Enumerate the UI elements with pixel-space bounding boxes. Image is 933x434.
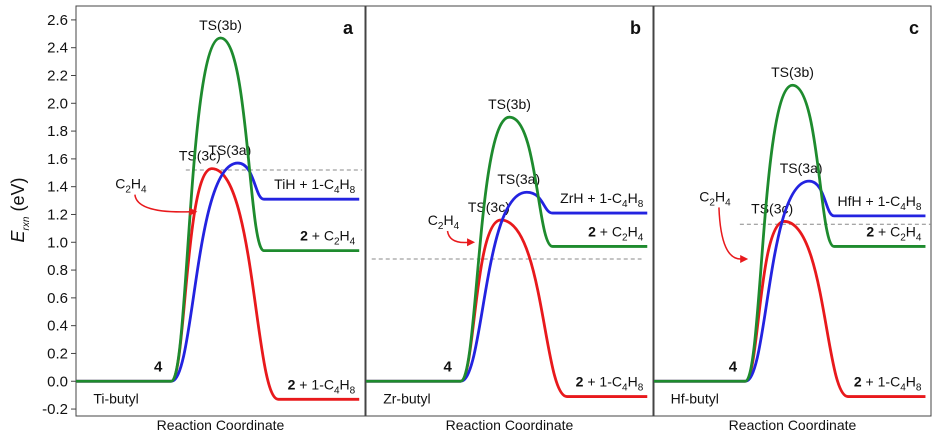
annotation-arrow	[718, 207, 743, 260]
energy-profile-line	[366, 115, 648, 383]
y-axis-label: Erxn (eV)	[8, 178, 32, 243]
x-axis-label: Reaction Coordinate	[446, 417, 574, 433]
energy-profile-line	[654, 83, 926, 383]
annotation-arrow	[134, 194, 192, 213]
product-label: 2 + C2H4	[300, 228, 356, 248]
panel-letter: c	[909, 18, 919, 38]
reactant-name: Hf-butyl	[671, 390, 719, 406]
y-tick-label: -0.2	[42, 401, 68, 418]
panel-letter: b	[630, 18, 641, 38]
y-tick-label: 0.8	[47, 262, 68, 279]
energy-profile-line	[76, 161, 360, 383]
product-label: 2 + 1-C4H8	[288, 376, 356, 396]
panel-frame	[75, 5, 366, 417]
product-label: TiH + 1-C4H8	[274, 176, 355, 196]
y-tick-label: 1.6	[47, 151, 68, 168]
ts-label: TS(3c)	[468, 199, 510, 215]
y-tick-label: 0.4	[47, 318, 68, 335]
product-label: 2 + 1-C4H8	[576, 374, 644, 394]
panel-frame	[653, 5, 932, 417]
annotation-arrowhead	[467, 238, 476, 247]
y-tick-label: 2.6	[47, 12, 68, 29]
x-axis-label: Reaction Coordinate	[729, 417, 857, 433]
y-tick-label: 0.6	[47, 290, 68, 307]
y-tick-label: 1.4	[47, 179, 68, 196]
reactant-name: Ti-butyl	[93, 390, 138, 406]
panel-frame	[365, 5, 654, 417]
reactant-label: 4	[729, 358, 738, 375]
annotation: C2H4	[428, 212, 460, 232]
energy-profile-line	[76, 36, 360, 383]
y-tick-label: 0.0	[47, 373, 68, 390]
ts-label: TS(3b)	[199, 17, 242, 33]
y-tick-label: 0.2	[47, 345, 68, 362]
y-tick-label: 1.2	[47, 206, 68, 223]
ts-label: TS(3b)	[488, 96, 531, 112]
x-axis-label: Reaction Coordinate	[157, 417, 285, 433]
y-tick-label: 2.0	[47, 95, 68, 112]
product-label: 2 + 1-C4H8	[854, 374, 922, 394]
ts-label: TS(3a)	[208, 142, 251, 158]
energy-profile-line	[654, 179, 926, 383]
product-label: ZrH + 1-C4H8	[560, 190, 644, 210]
ts-label: TS(3b)	[771, 64, 814, 80]
reactant-label: 4	[154, 358, 163, 375]
annotation-arrowhead	[189, 207, 198, 216]
product-label: 2 + C2H4	[866, 223, 922, 243]
y-tick-label: 2.2	[47, 67, 68, 84]
annotation: C2H4	[115, 176, 147, 196]
annotation-arrow	[446, 230, 470, 244]
y-tick-label: 1.0	[47, 234, 68, 251]
annotation-arrowhead	[740, 254, 749, 263]
y-tick-label: 1.8	[47, 123, 68, 140]
reactant-label: 4	[443, 358, 452, 375]
product-label: HfH + 1-C4H8	[838, 193, 922, 213]
y-tick-label: 2.4	[47, 40, 68, 57]
product-label: 2 + C2H4	[588, 223, 644, 243]
energy-profile-line	[366, 190, 648, 383]
reactant-name: Zr-butyl	[383, 390, 430, 406]
energy-profile-line	[76, 167, 360, 401]
panel-letter: a	[343, 18, 354, 38]
annotation: C2H4	[699, 188, 731, 208]
